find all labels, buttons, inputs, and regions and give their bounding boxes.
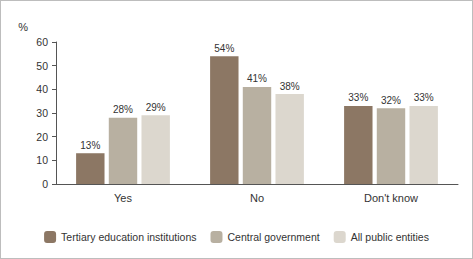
svg-text:33%: 33%: [414, 92, 434, 103]
svg-text:No: No: [250, 192, 264, 204]
svg-text:10: 10: [36, 154, 48, 166]
svg-text:50: 50: [36, 60, 48, 72]
svg-text:13%: 13%: [80, 140, 100, 151]
svg-text:Central government: Central government: [227, 231, 319, 243]
svg-text:32%: 32%: [381, 95, 401, 106]
svg-text:33%: 33%: [348, 92, 368, 103]
svg-text:60: 60: [36, 36, 48, 48]
svg-text:Don't know: Don't know: [364, 192, 418, 204]
svg-text:40: 40: [36, 83, 48, 95]
svg-text:Yes: Yes: [114, 192, 132, 204]
svg-text:Tertiary education institution: Tertiary education institutions: [61, 231, 196, 243]
svg-text:%: %: [18, 21, 28, 33]
svg-text:54%: 54%: [214, 43, 234, 54]
svg-text:All public entities: All public entities: [351, 231, 429, 243]
svg-text:30: 30: [36, 107, 48, 119]
svg-text:38%: 38%: [280, 81, 300, 92]
svg-text:0: 0: [42, 178, 48, 190]
svg-text:28%: 28%: [113, 104, 133, 115]
svg-text:20: 20: [36, 131, 48, 143]
svg-text:29%: 29%: [146, 102, 166, 113]
svg-text:41%: 41%: [247, 73, 267, 84]
